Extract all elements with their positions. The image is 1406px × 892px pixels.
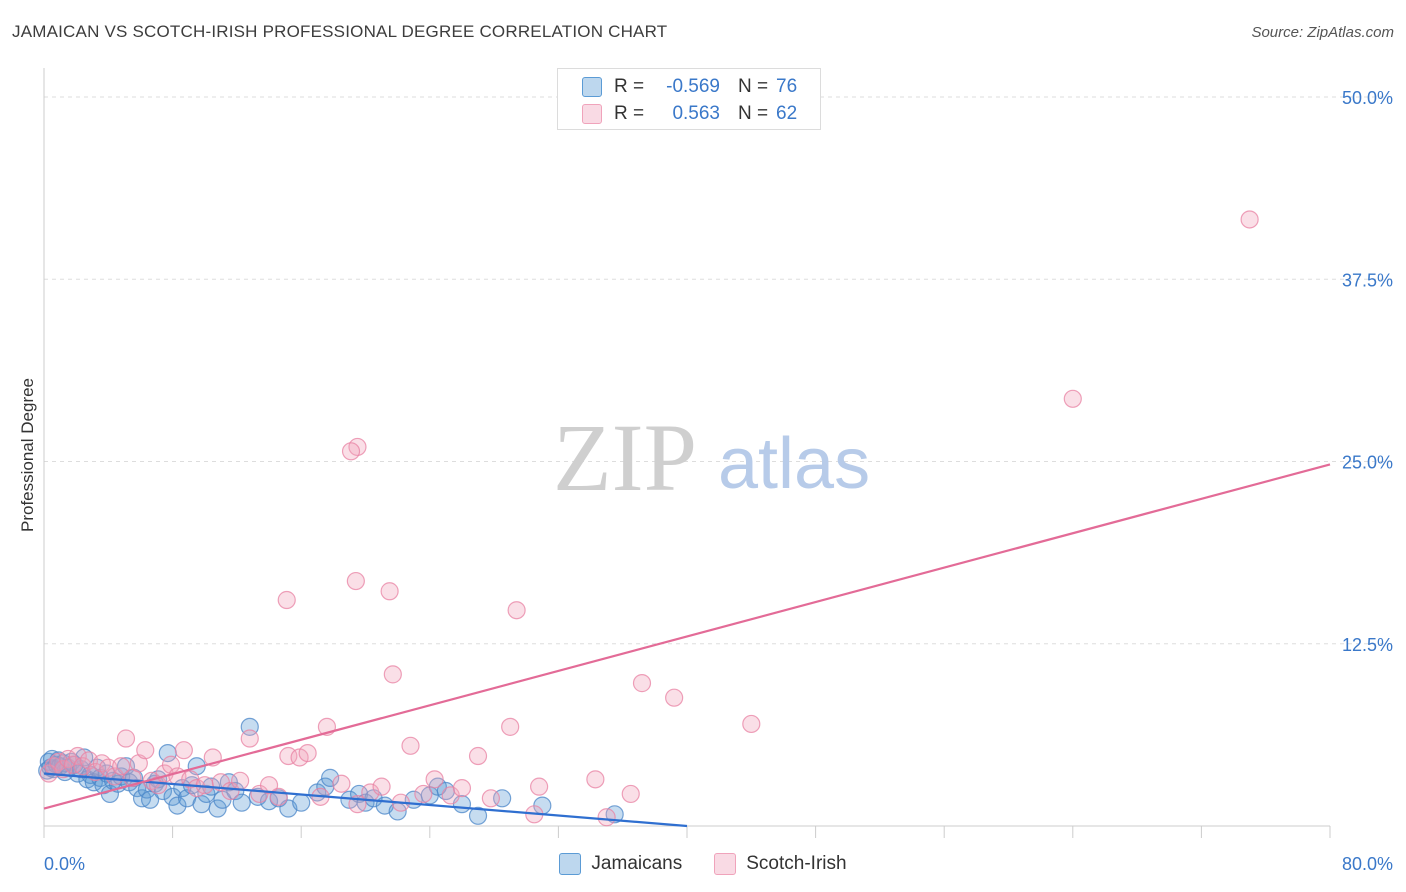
data-points [38, 210, 1259, 827]
data-point [621, 784, 640, 804]
n-value: 76 [776, 76, 798, 97]
data-point [269, 787, 288, 806]
data-point [441, 786, 460, 805]
stats-row-jamaicans: R = -0.569 N = 76 [582, 75, 797, 99]
legend-swatch-scotch-irish [714, 853, 737, 875]
data-point [507, 601, 526, 620]
tick-labels: 12.5% 25.0% 37.5% 50.0% 0.0% 80.0% [44, 88, 1393, 874]
y-tick-label: 12.5% [1342, 635, 1393, 655]
source-credit: Source: ZipAtlas.com [1251, 24, 1394, 41]
data-point [742, 714, 761, 734]
data-point [530, 777, 549, 796]
n-label: N = [738, 103, 769, 124]
stats-box: R = -0.569 N = 76 R = 0.563 N = 62 [557, 68, 821, 130]
data-point [383, 665, 402, 684]
data-point [112, 757, 131, 776]
data-point [226, 781, 245, 801]
y-tick-label: 25.0% [1342, 453, 1393, 473]
data-point [468, 806, 488, 825]
x-tick-label: 0.0% [44, 854, 85, 874]
data-point [168, 796, 187, 815]
trend-line-jamaicans [43, 772, 688, 828]
data-point [414, 784, 433, 804]
data-point [597, 808, 616, 827]
r-label: R = [614, 76, 645, 97]
data-point [380, 582, 399, 601]
stats-swatch-scotch-irish [582, 104, 602, 124]
y-tick-label: 37.5% [1342, 270, 1393, 290]
data-point [68, 746, 87, 766]
stats-row-scotch-irish: R = 0.563 N = 62 [582, 102, 797, 126]
data-point [298, 743, 317, 763]
data-point [321, 768, 340, 787]
data-point [231, 771, 250, 790]
data-point [292, 793, 311, 812]
data-point [346, 571, 365, 591]
chart-title: JAMAICAN VS SCOTCH-IRISH PROFESSIONAL DE… [12, 22, 668, 41]
legend-item-jamaicans[interactable]: Jamaicans [559, 853, 682, 875]
data-point [372, 777, 391, 796]
data-point [259, 776, 279, 795]
r-label: R = [614, 103, 645, 124]
legend: Jamaicans Scotch-Irish [0, 852, 1406, 876]
r-value: 0.563 [672, 103, 720, 124]
data-point [468, 746, 488, 766]
data-point [248, 787, 267, 806]
data-point [452, 778, 472, 798]
data-point [665, 688, 684, 707]
data-point [161, 755, 181, 774]
data-point [149, 776, 168, 795]
legend-item-scotch-irish[interactable]: Scotch-Irish [714, 853, 847, 875]
data-point [174, 741, 193, 760]
data-point [277, 590, 296, 610]
data-point [632, 674, 652, 693]
data-point [232, 793, 251, 812]
r-value: -0.569 [666, 76, 720, 97]
data-point [425, 770, 444, 789]
n-value: 62 [776, 103, 798, 124]
data-point [481, 789, 500, 808]
series-scotch-irish [39, 210, 1259, 827]
watermark-atlas: atlas [718, 424, 870, 504]
legend-label-jamaicans: Jamaicans [591, 853, 683, 874]
data-point [586, 770, 605, 789]
data-point [136, 741, 155, 760]
grid-lines [44, 96, 1392, 645]
data-point [54, 760, 73, 779]
trend-line-scotch-irish [43, 463, 1331, 810]
stats-swatch-jamaicans [582, 77, 602, 97]
data-point [501, 717, 520, 736]
n-label: N = [738, 76, 769, 97]
data-point [208, 799, 227, 818]
data-point [341, 442, 361, 461]
legend-swatch-jamaicans [559, 853, 582, 875]
data-point [401, 736, 420, 755]
legend-label-scotch-irish: Scotch-Irish [746, 853, 847, 874]
data-point [116, 729, 136, 748]
x-tick-label: 80.0% [1342, 854, 1393, 874]
data-point [1063, 389, 1082, 408]
data-point [240, 729, 259, 748]
watermark-zip: ZIP [553, 404, 697, 511]
data-point [1240, 210, 1259, 229]
y-tick-label: 50.0% [1342, 88, 1393, 108]
data-point [332, 774, 351, 793]
trend-lines [43, 463, 1331, 828]
